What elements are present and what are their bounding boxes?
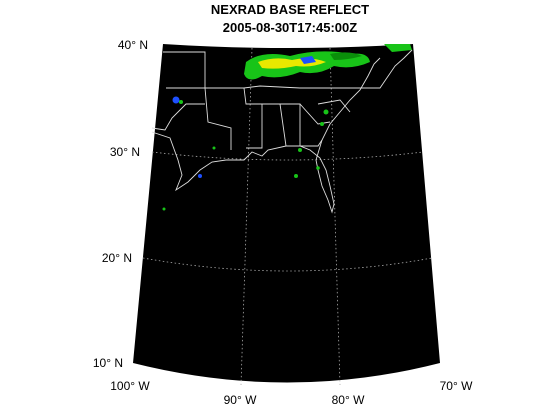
latitude-label: 30° N xyxy=(110,145,140,159)
latitude-label: 20° N xyxy=(102,251,132,265)
longitude-label: 70° W xyxy=(440,379,473,393)
longitude-label: 90° W xyxy=(224,393,257,407)
coastlines-borders xyxy=(151,49,413,214)
longitude-label: 80° W xyxy=(332,393,365,407)
map-frame xyxy=(133,44,440,383)
title-line: 2005-08-30T17:45:00Z xyxy=(223,20,357,35)
latitude-label: 10° N xyxy=(93,356,123,370)
longitude-label: 100° W xyxy=(110,379,150,393)
latitude-label: 40° N xyxy=(118,38,148,52)
title-line: NEXRAD BASE REFLECT xyxy=(211,2,369,17)
radar-echoes xyxy=(162,44,412,211)
